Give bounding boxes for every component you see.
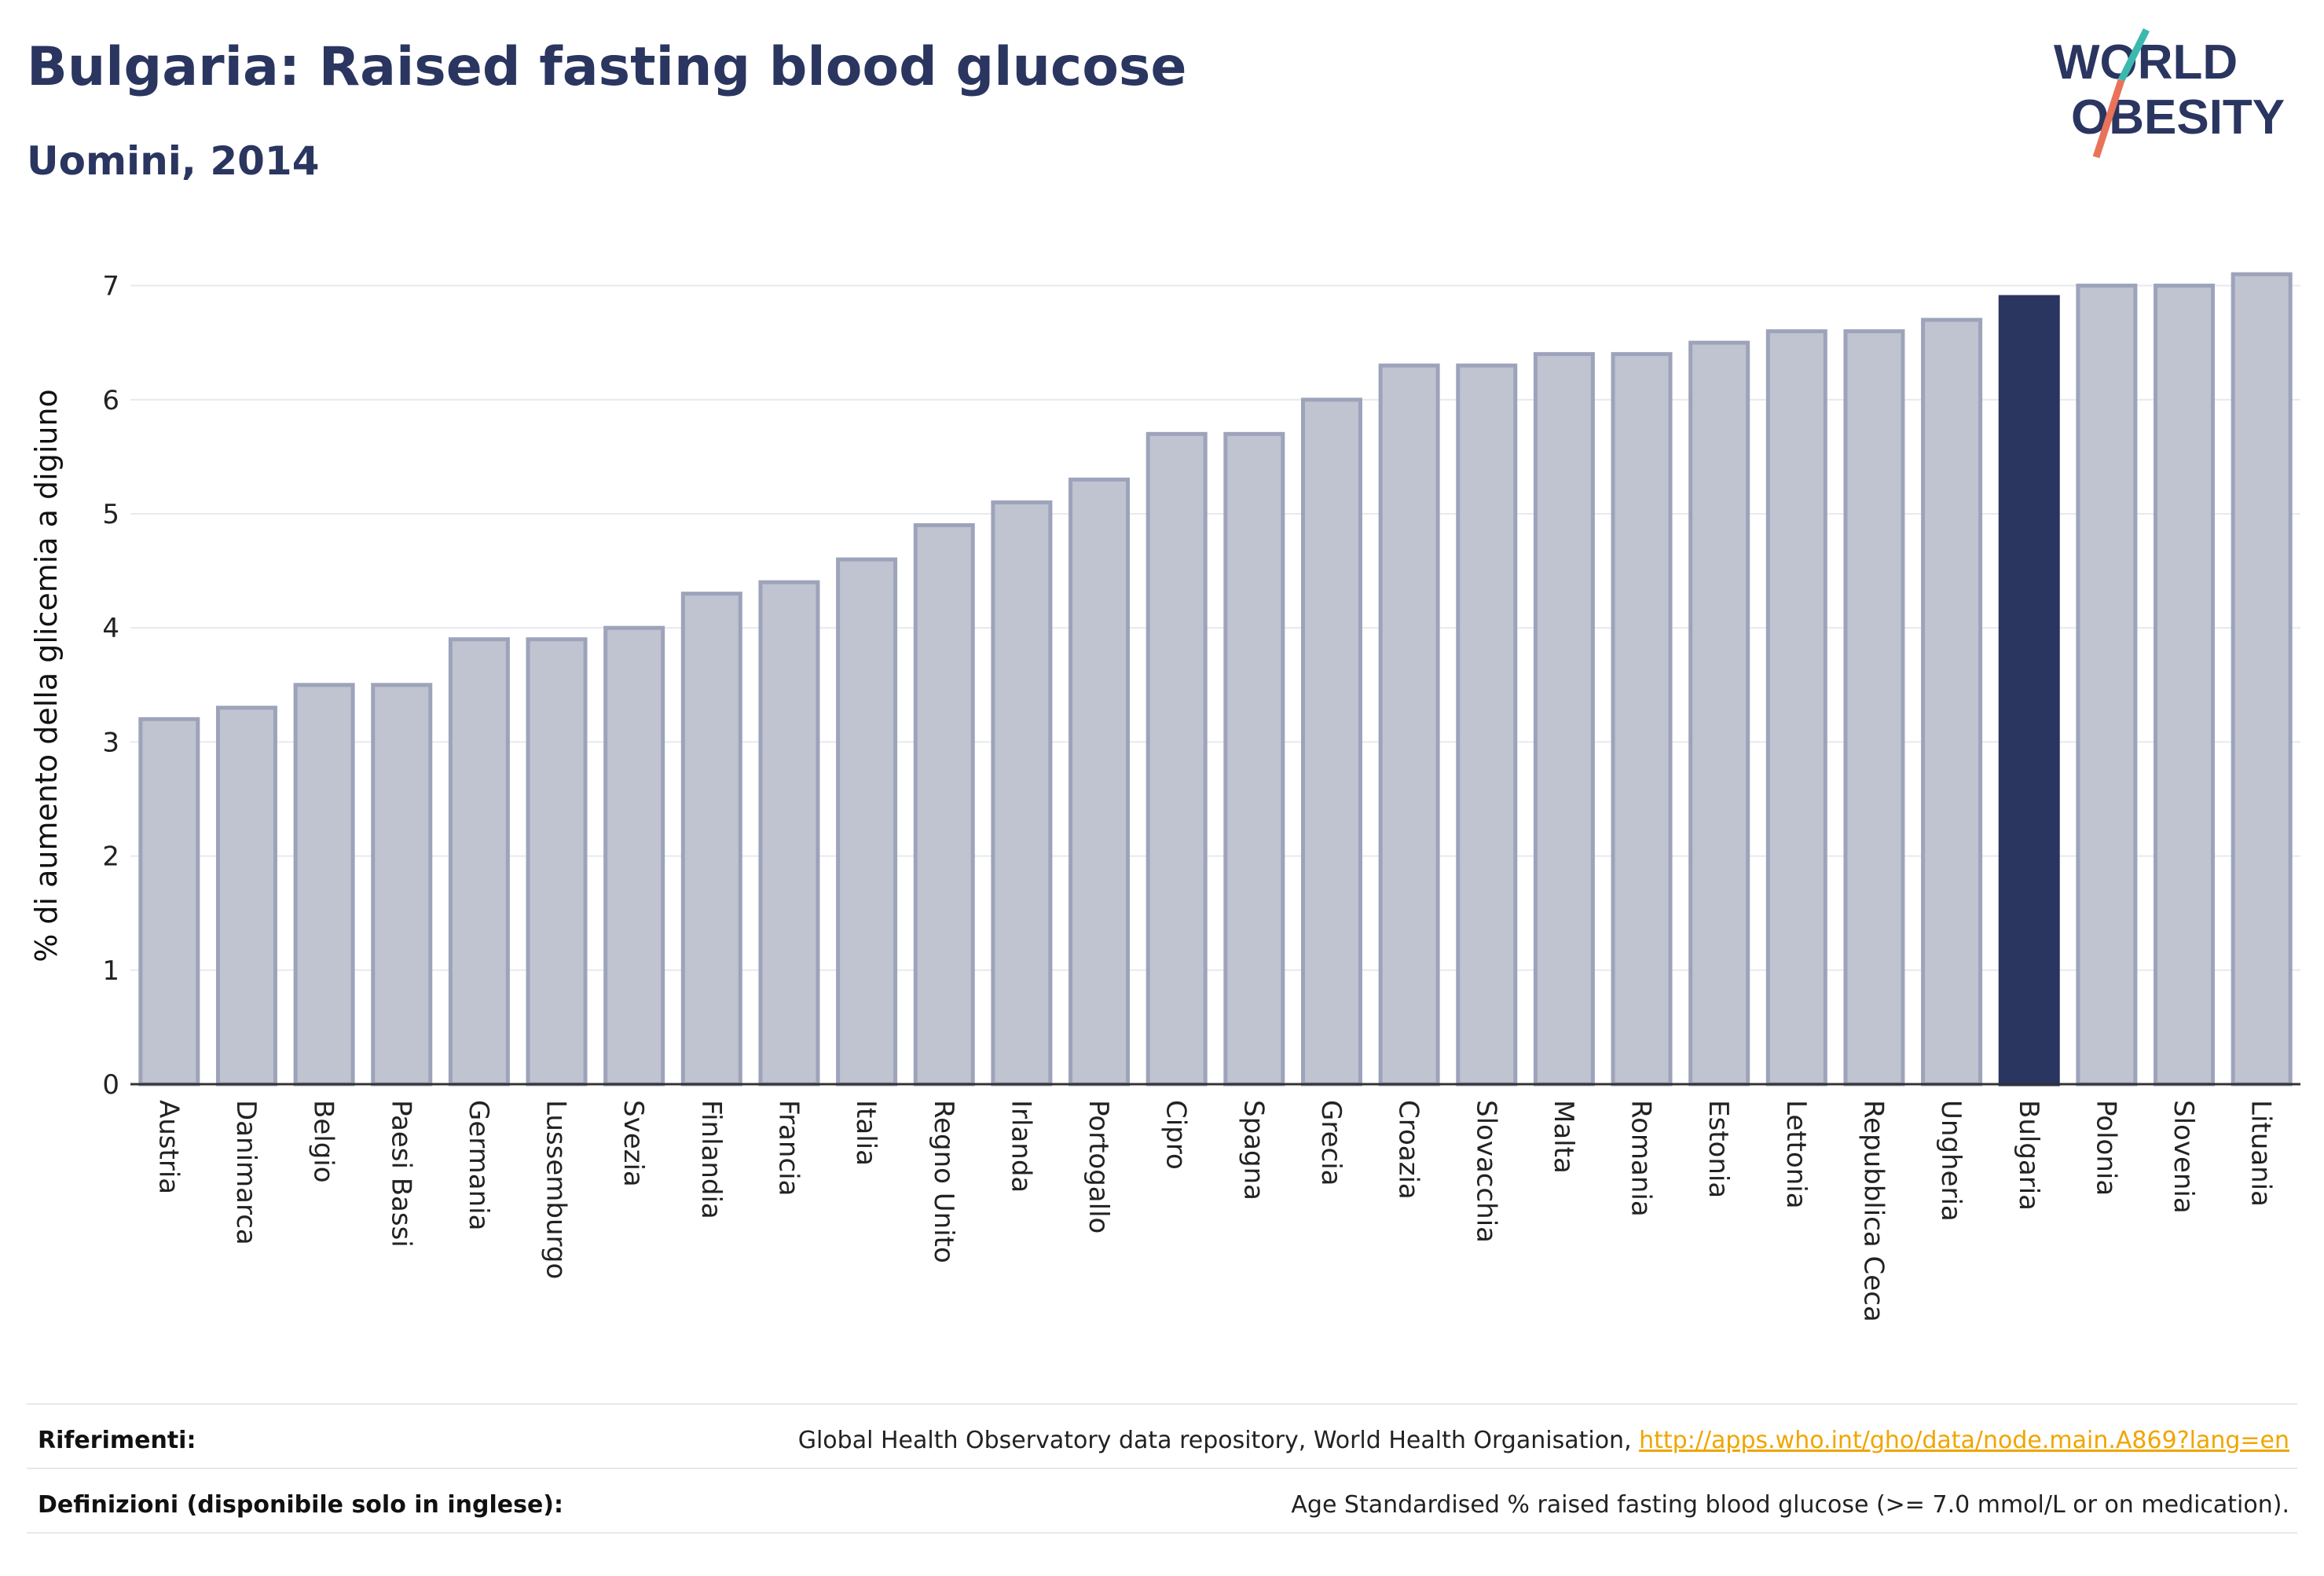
x-tick-label: Francia bbox=[772, 1100, 804, 1196]
x-tick-label: Malta bbox=[1548, 1100, 1579, 1174]
x-tick-label: Repubblica Ceca bbox=[1857, 1100, 1889, 1322]
x-tick-label: Italia bbox=[850, 1100, 882, 1166]
bar-malta[interactable] bbox=[1533, 352, 1595, 1087]
logo-slash-red bbox=[2092, 79, 2125, 159]
x-tick-label: Slovacchia bbox=[1470, 1100, 1501, 1243]
x-tick-label: Croazia bbox=[1393, 1100, 1424, 1200]
y-axis-ticks: 0 1 2 3 4 5 6 7 bbox=[102, 271, 119, 1101]
x-tick-label: Lussemburgo bbox=[541, 1100, 572, 1279]
x-tick-label: Portogallo bbox=[1083, 1100, 1114, 1233]
logo-world-text: WORLD bbox=[2054, 35, 2238, 90]
bar-cipro[interactable] bbox=[1146, 431, 1208, 1087]
references-label: Riferimenti: bbox=[38, 1427, 196, 1454]
bar-austria[interactable] bbox=[138, 717, 200, 1087]
y-tick-label: 4 bbox=[102, 613, 119, 644]
bar-polonia[interactable] bbox=[2076, 284, 2138, 1087]
bar-danimarca[interactable] bbox=[215, 706, 277, 1087]
y-axis-label: % di aumento della glicemia a digiuno bbox=[29, 389, 64, 962]
bars bbox=[138, 272, 2293, 1087]
footer-divider-bottom bbox=[27, 1532, 2297, 1534]
y-tick-label: 6 bbox=[102, 385, 119, 416]
bar-finlandia[interactable] bbox=[680, 592, 742, 1087]
y-tick-label: 3 bbox=[102, 727, 119, 758]
bar-lussemburgo[interactable] bbox=[526, 637, 588, 1087]
bar-croazia[interactable] bbox=[1378, 363, 1440, 1087]
bar-grecia[interactable] bbox=[1300, 398, 1362, 1087]
x-tick-label: Grecia bbox=[1315, 1100, 1347, 1186]
bar-chart: 0 1 2 3 4 5 6 7 Austria Danimarca Belgio Paesi Bas… bbox=[29, 271, 2300, 1322]
bar-germania[interactable] bbox=[448, 637, 510, 1087]
chart-title: Bulgaria: Raised fasting blood glucose bbox=[27, 36, 1187, 98]
x-tick-label: Bulgaria bbox=[2013, 1100, 2044, 1211]
bar-francia[interactable] bbox=[758, 580, 820, 1087]
bar-spagna[interactable] bbox=[1223, 431, 1285, 1087]
definitions-value: Age Standardised % raised fasting blood … bbox=[1291, 1491, 2289, 1519]
bar-bulgaria[interactable] bbox=[1998, 295, 2060, 1087]
x-tick-label: Cipro bbox=[1160, 1100, 1192, 1170]
x-tick-label: Ungheria bbox=[1935, 1100, 1967, 1222]
bar-regno-unito[interactable] bbox=[913, 522, 975, 1087]
bar-estonia[interactable] bbox=[1688, 340, 1750, 1087]
x-tick-label: Slovenia bbox=[2168, 1100, 2199, 1214]
y-tick-label: 5 bbox=[102, 499, 119, 530]
bar-romania[interactable] bbox=[1611, 352, 1673, 1087]
chart-subtitle: Uomini, 2014 bbox=[27, 138, 320, 184]
bar-irlanda[interactable] bbox=[991, 500, 1053, 1087]
y-tick-label: 0 bbox=[102, 1069, 119, 1101]
bar-portogallo[interactable] bbox=[1069, 477, 1131, 1087]
references-value: Global Health Observatory data repositor… bbox=[798, 1427, 2289, 1454]
bar-paesi-bassi[interactable] bbox=[371, 683, 433, 1087]
y-tick-label: 2 bbox=[102, 841, 119, 873]
world-obesity-logo: WORLD OBESITY bbox=[2054, 27, 2285, 159]
bar-italia[interactable] bbox=[836, 557, 898, 1087]
bar-repubblica-ceca[interactable] bbox=[1843, 329, 1905, 1087]
bar-belgio[interactable] bbox=[293, 683, 355, 1087]
x-tick-label: Romania bbox=[1626, 1100, 1657, 1217]
bar-lettonia[interactable] bbox=[1765, 329, 1827, 1087]
references-link[interactable]: http://apps.who.int/gho/data/node.main.A… bbox=[1639, 1427, 2289, 1454]
y-tick-label: 7 bbox=[102, 271, 119, 302]
logo-slash-teal bbox=[2117, 27, 2150, 82]
x-tick-label: Regno Unito bbox=[928, 1100, 959, 1263]
x-tick-label: Austria bbox=[152, 1100, 184, 1194]
x-tick-label: Paesi Bassi bbox=[385, 1100, 416, 1248]
footer-divider-middle bbox=[27, 1468, 2297, 1469]
x-tick-label: Svezia bbox=[618, 1100, 649, 1187]
bar-ungheria[interactable] bbox=[1921, 317, 1983, 1087]
x-tick-label: Irlanda bbox=[1005, 1100, 1036, 1193]
x-tick-label: Estonia bbox=[1703, 1100, 1734, 1198]
x-tick-label: Danimarca bbox=[230, 1100, 262, 1245]
x-tick-label: Germania bbox=[463, 1100, 494, 1230]
bar-lituania[interactable] bbox=[2231, 272, 2293, 1087]
bar-slovacchia[interactable] bbox=[1456, 363, 1518, 1087]
bar-slovenia[interactable] bbox=[2154, 284, 2216, 1087]
x-tick-label: Spagna bbox=[1237, 1100, 1269, 1200]
x-tick-label: Lituania bbox=[2245, 1100, 2277, 1207]
y-tick-label: 1 bbox=[102, 955, 119, 987]
x-axis-tick-labels: Austria Danimarca Belgio Paesi Bassi Germani… bbox=[152, 1100, 2276, 1322]
x-tick-label: Lettonia bbox=[1780, 1100, 1812, 1209]
references-text: Global Health Observatory data repositor… bbox=[797, 1427, 1640, 1454]
definitions-label: Definizioni (disponibile solo in inglese… bbox=[38, 1491, 563, 1519]
x-tick-label: Polonia bbox=[2090, 1100, 2121, 1196]
bar-svezia[interactable] bbox=[603, 625, 665, 1087]
x-tick-label: Finlandia bbox=[695, 1100, 727, 1219]
x-tick-label: Belgio bbox=[308, 1100, 339, 1183]
footer-divider-top bbox=[27, 1403, 2297, 1405]
